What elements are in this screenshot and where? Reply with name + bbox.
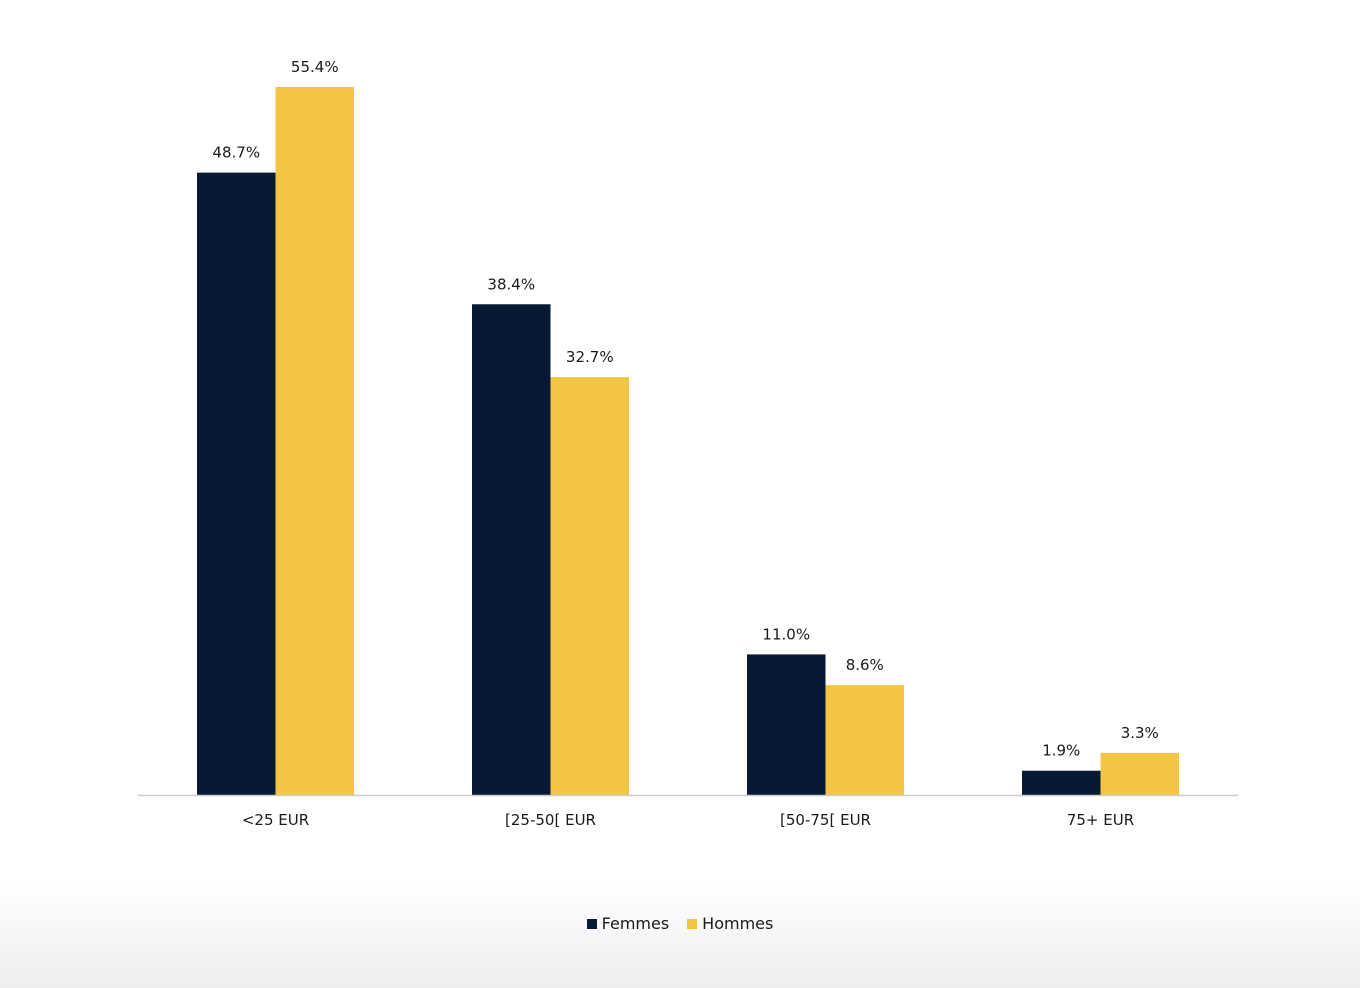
bar-femmes-3[interactable] [1022,770,1101,795]
data-label-hommes-3: 3.3% [1121,724,1159,742]
data-label-femmes-1: 38.4% [487,275,535,293]
data-label-hommes-0: 55.4% [291,58,339,76]
data-labels-layer: 48.7% 55.4% 38.4% 32.7% 11.0% 8.6% 1.9% 3.3% [212,58,1158,760]
data-label-femmes-2: 11.0% [762,625,810,643]
x-tick-labels-layer: <25 EUR [25-50[ EUR [50-75[ EUR 75+ EUR [242,811,1134,829]
x-tick-label-2: [50-75[ EUR [780,811,871,829]
legend-swatch-femmes [586,918,597,929]
bar-chart: 48.7% 55.4% 38.4% 32.7% 11.0% 8.6% 1.9% 3.3% <2… [138,58,1238,829]
x-tick-label-1: [25-50[ EUR [505,811,596,829]
data-label-femmes-3: 1.9% [1042,742,1080,760]
bar-hommes-3[interactable] [1100,752,1180,795]
legend-item-femmes[interactable]: Femmes [586,914,670,933]
x-tick-label-3: 75+ EUR [1067,811,1134,829]
bar-femmes-0[interactable] [197,172,276,796]
data-label-hommes-2: 8.6% [846,656,884,674]
legend-label-femmes: Femmes [601,914,670,933]
bars-layer [197,87,1180,796]
x-tick-label-0: <25 EUR [242,811,309,829]
bar-hommes-0[interactable] [275,87,355,795]
bar-hommes-1[interactable] [550,377,630,795]
bar-hommes-2[interactable] [825,685,905,795]
data-label-hommes-1: 32.7% [566,348,614,366]
legend-swatch-hommes [687,918,698,929]
legend-item-hommes[interactable]: Hommes [687,914,773,933]
bar-femmes-1[interactable] [472,304,551,795]
legend-label-hommes: Hommes [702,914,774,933]
legend: Femmes Hommes [0,914,1360,933]
data-label-femmes-0: 48.7% [212,144,260,162]
bar-femmes-2[interactable] [747,654,826,795]
bottom-fade [0,880,1360,988]
